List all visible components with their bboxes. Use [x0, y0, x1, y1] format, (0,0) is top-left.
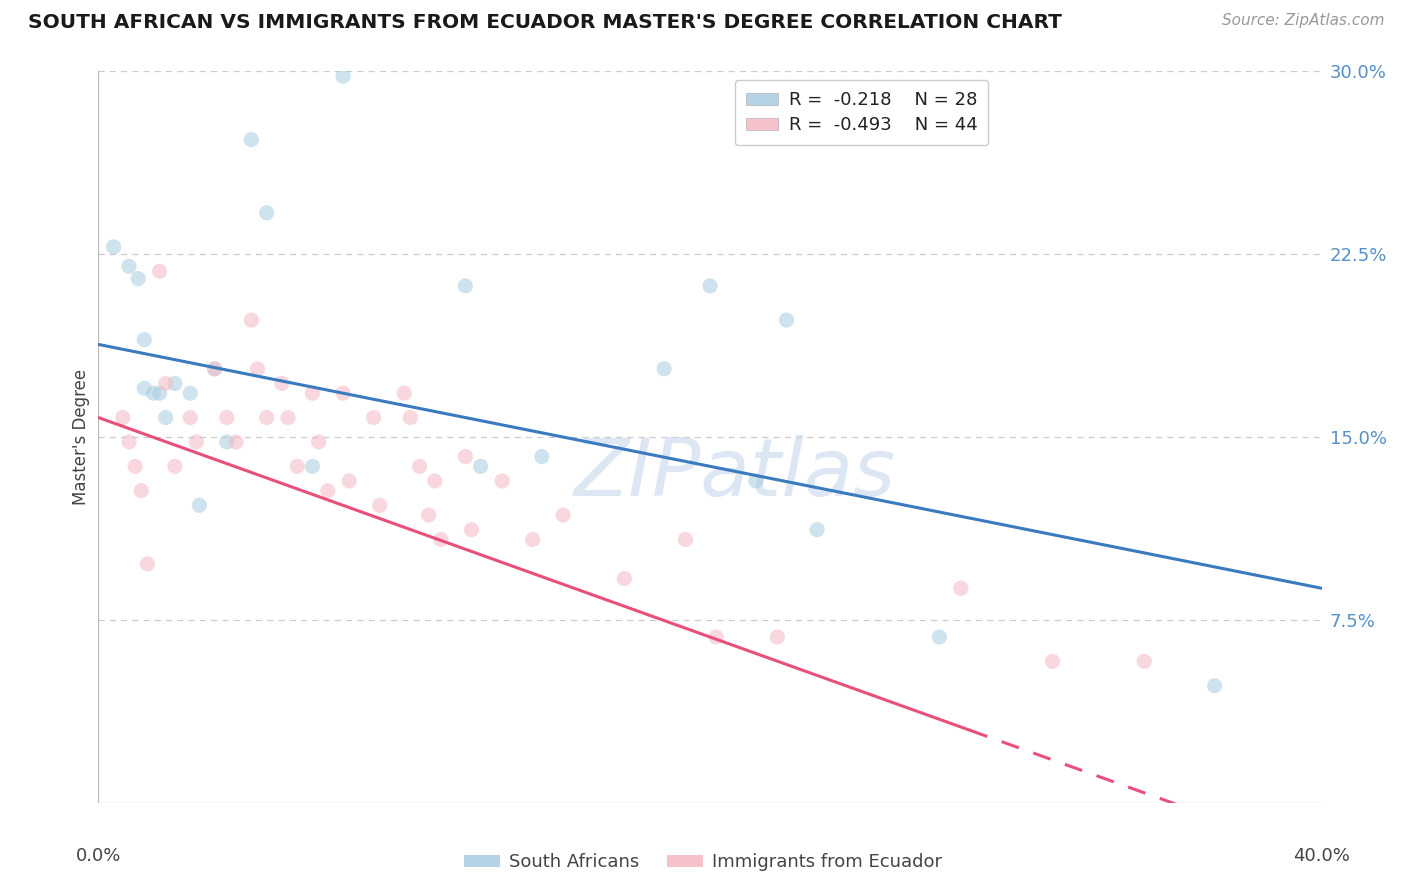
Point [337, 474, 360, 488]
Point [745, 474, 768, 488]
Point [246, 361, 269, 376]
Point [118, 434, 141, 449]
Point [399, 410, 422, 425]
Point [155, 410, 177, 425]
Point [256, 410, 278, 425]
Point [949, 581, 972, 595]
Point [418, 508, 440, 522]
Point [1042, 654, 1064, 668]
Point [675, 533, 697, 547]
Point [1204, 679, 1226, 693]
Point [704, 630, 727, 644]
Point [204, 361, 226, 376]
Point [134, 381, 156, 395]
Point [766, 630, 789, 644]
Point [186, 434, 208, 449]
Point [129, 483, 152, 498]
Point [613, 572, 636, 586]
Point [225, 434, 247, 449]
Point [111, 410, 134, 425]
Point [928, 630, 950, 644]
Point [460, 523, 482, 537]
Legend: R =  -0.218    N = 28, R =  -0.493    N = 44: R = -0.218 N = 28, R = -0.493 N = 44 [735, 80, 988, 145]
Point [163, 459, 186, 474]
Legend: South Africans, Immigrants from Ecuador: South Africans, Immigrants from Ecuador [457, 847, 949, 879]
Point [136, 557, 159, 571]
Point [188, 499, 211, 513]
Point [240, 133, 263, 147]
Point [124, 459, 146, 474]
Point [301, 459, 323, 474]
Point [470, 459, 492, 474]
Point [522, 533, 544, 547]
Point [806, 523, 828, 537]
Point [127, 271, 149, 285]
Y-axis label: Master's Degree: Master's Degree [72, 369, 90, 505]
Point [491, 474, 513, 488]
Point [332, 69, 354, 83]
Point [408, 459, 430, 474]
Point [277, 410, 299, 425]
Point [204, 361, 226, 376]
Point [118, 260, 141, 274]
Point [1133, 654, 1156, 668]
Point [163, 376, 186, 391]
Point [179, 386, 201, 401]
Point [215, 410, 238, 425]
Point [301, 386, 323, 401]
Point [766, 94, 789, 108]
Point [240, 313, 263, 327]
Point [215, 434, 238, 449]
Point [454, 279, 477, 293]
Point [179, 410, 201, 425]
Point [363, 410, 385, 425]
Point [454, 450, 477, 464]
Text: 40.0%: 40.0% [1294, 847, 1350, 864]
Point [530, 450, 553, 464]
Point [652, 361, 675, 376]
Text: 0.0%: 0.0% [76, 847, 121, 864]
Text: SOUTH AFRICAN VS IMMIGRANTS FROM ECUADOR MASTER'S DEGREE CORRELATION CHART: SOUTH AFRICAN VS IMMIGRANTS FROM ECUADOR… [28, 13, 1062, 32]
Point [256, 206, 278, 220]
Point [103, 240, 125, 254]
Point [308, 434, 330, 449]
Point [134, 333, 156, 347]
Point [316, 483, 339, 498]
Point [270, 376, 292, 391]
Text: Source: ZipAtlas.com: Source: ZipAtlas.com [1222, 13, 1385, 29]
Point [775, 313, 797, 327]
Point [142, 386, 165, 401]
Point [285, 459, 308, 474]
Point [392, 386, 416, 401]
Point [699, 279, 721, 293]
Point [149, 386, 172, 401]
Point [155, 376, 177, 391]
Point [430, 533, 453, 547]
Text: ZIPatlas: ZIPatlas [574, 434, 896, 513]
Point [423, 474, 446, 488]
Point [149, 264, 172, 278]
Point [553, 508, 575, 522]
Point [332, 386, 354, 401]
Point [368, 499, 391, 513]
